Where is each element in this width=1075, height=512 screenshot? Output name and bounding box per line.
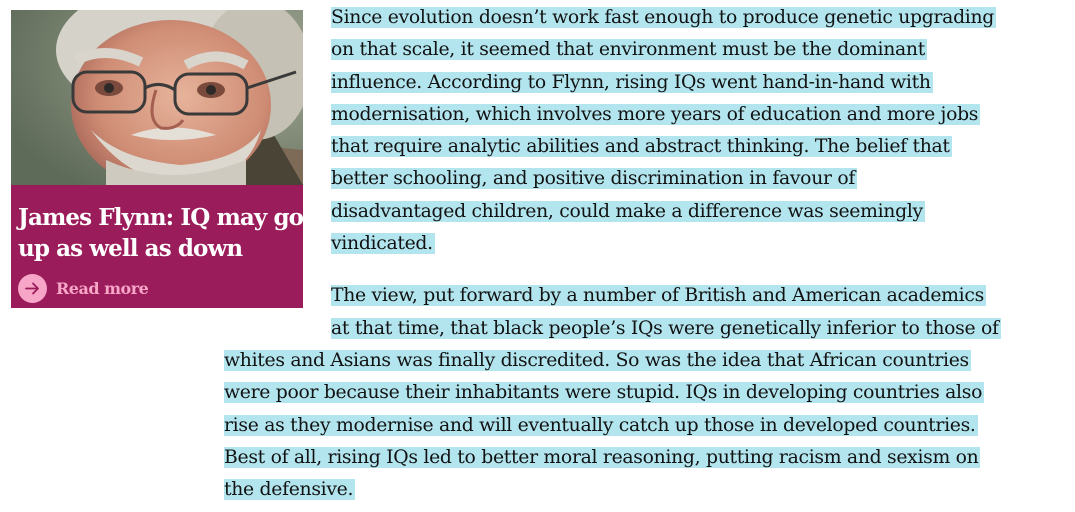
read-more-link[interactable]: Read more — [18, 272, 149, 304]
selected-text[interactable]: at that time, that black people’s IQs we… — [331, 317, 1001, 339]
selected-text[interactable]: disadvantaged children, could make a dif… — [331, 200, 925, 222]
selected-text[interactable]: better schooling, and positive discrimin… — [331, 168, 857, 190]
text-line: were poor because their inhabitants were… — [224, 377, 1064, 409]
selected-text[interactable]: Since evolution doesn’t work fast enough… — [331, 7, 997, 28]
text-line: disadvantaged children, could make a dif… — [224, 196, 1064, 228]
text-line: on that scale, it seemed that environmen… — [224, 34, 1064, 66]
selected-text[interactable]: whites and Asians was finally discredite… — [224, 349, 971, 371]
card-headline[interactable]: James Flynn: IQ may go up as well as dow… — [18, 202, 304, 264]
article-paragraph: The view, put forward by a number of Bri… — [224, 280, 1064, 506]
article-body: Since evolution doesn’t work fast enough… — [224, 2, 1064, 506]
text-line: Best of all, rising IQs led to better mo… — [224, 442, 1064, 474]
selected-text[interactable]: the defensive. — [224, 479, 356, 501]
selected-text[interactable]: The view, put forward by a number of Bri… — [331, 285, 986, 307]
selected-text[interactable]: on that scale, it seemed that environmen… — [331, 39, 927, 61]
text-line: The view, put forward by a number of Bri… — [224, 280, 1064, 312]
text-line: the defensive. — [224, 474, 1064, 506]
text-line: Since evolution doesn’t work fast enough… — [224, 2, 1064, 34]
card-headline-line: up as well as down — [18, 235, 243, 262]
text-line: vindicated. — [224, 228, 1064, 260]
selected-text[interactable]: vindicated. — [331, 233, 435, 255]
selected-text[interactable]: Best of all, rising IQs led to better mo… — [224, 446, 981, 468]
selected-text[interactable]: that require analytic abilities and abst… — [331, 136, 952, 158]
selected-text[interactable]: modernisation, which involves more years… — [331, 103, 981, 125]
article-thumbnail-photo — [11, 10, 303, 185]
text-line: that require analytic abilities and abst… — [224, 131, 1064, 163]
read-more-label: Read more — [56, 278, 149, 298]
related-article-card[interactable]: James Flynn: IQ may go up as well as dow… — [11, 10, 304, 308]
text-line: at that time, that black people’s IQs we… — [224, 313, 1064, 345]
portrait-photo-graphic — [11, 10, 303, 185]
text-line: rise as they modernise and will eventual… — [224, 410, 1064, 442]
selected-text[interactable]: were poor because their inhabitants were… — [224, 382, 985, 404]
text-line: whites and Asians was finally discredite… — [224, 345, 1064, 377]
paragraph-gap — [224, 260, 1064, 280]
card-headline-line: James Flynn: IQ may go — [18, 204, 304, 231]
article-paragraph: Since evolution doesn’t work fast enough… — [224, 2, 1064, 260]
selected-text[interactable]: rise as they modernise and will eventual… — [224, 414, 978, 436]
text-line: modernisation, which involves more years… — [224, 99, 1064, 131]
text-line: influence. According to Flynn, rising IQ… — [224, 67, 1064, 99]
arrow-right-icon — [18, 273, 47, 303]
text-line: better schooling, and positive discrimin… — [224, 163, 1064, 195]
selected-text[interactable]: influence. According to Flynn, rising IQ… — [331, 71, 933, 93]
